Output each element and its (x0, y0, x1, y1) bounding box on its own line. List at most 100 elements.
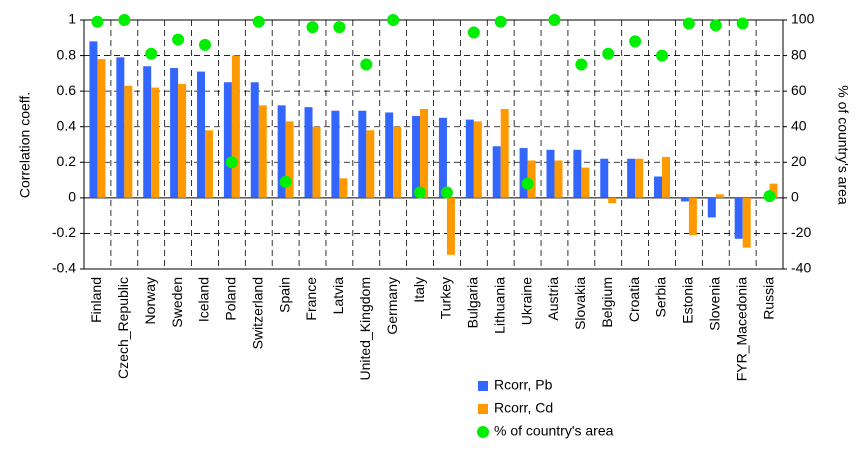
bar (339, 178, 348, 198)
bar (393, 126, 402, 198)
dot (118, 14, 131, 26)
x-tick-label: Slovakia (572, 277, 588, 330)
x-tick-label: FYR_Macedonia (733, 277, 749, 381)
y2-tick-label: 40 (791, 117, 807, 133)
y-tick-label: -0.2 (52, 224, 76, 240)
x-tick-label: Russia (760, 277, 776, 320)
bar (178, 84, 187, 198)
dot (602, 47, 615, 60)
dot (414, 186, 427, 199)
bar (654, 176, 663, 198)
bar (662, 156, 671, 198)
bar (304, 107, 313, 198)
dot (656, 49, 669, 62)
y2-tick-label: 60 (791, 82, 807, 98)
dot (521, 177, 534, 190)
y-tick-label: 0.2 (57, 153, 77, 169)
dot (387, 14, 400, 26)
bar (769, 183, 778, 198)
x-tick-label: Turkey (438, 277, 454, 319)
x-tick-label: Germany (384, 277, 400, 335)
bar (277, 105, 286, 198)
dot (709, 19, 722, 32)
bar (258, 105, 267, 198)
dot (440, 186, 453, 199)
x-tick-label: Bulgaria (465, 277, 481, 329)
bar (680, 197, 689, 202)
bar (554, 160, 563, 198)
x-tick-label: France (303, 277, 319, 321)
x-tick-label: Switzerland (249, 277, 265, 349)
dot (198, 38, 211, 51)
bar (742, 197, 751, 248)
dot (145, 47, 158, 60)
x-tick-label: Norway (142, 277, 158, 324)
bar (707, 197, 716, 218)
bar (492, 146, 501, 198)
x-tick-label: Estonia (680, 277, 696, 324)
bar (734, 197, 743, 239)
plot-frame (83, 19, 784, 270)
dot (360, 58, 373, 71)
x-tick-label: United_Kingdom (357, 277, 373, 381)
bar (366, 130, 375, 198)
x-tick-label: Lithuania (491, 277, 507, 334)
bar (519, 148, 528, 198)
y2-tick-label: 20 (791, 153, 807, 169)
y2-axis-label: % of country's area (835, 85, 851, 205)
dot (548, 14, 561, 26)
bar (715, 194, 724, 198)
legend-label: % of country's area (494, 423, 614, 439)
dot (575, 58, 588, 71)
bar (170, 68, 179, 198)
bar (581, 167, 590, 198)
bar (573, 149, 582, 198)
dot (306, 21, 319, 34)
dot (333, 21, 346, 34)
x-tick-label: Slovenia (706, 277, 722, 331)
y-tick-label: 0.8 (57, 46, 77, 62)
bar (600, 158, 609, 198)
x-tick-label: Belgium (599, 277, 615, 328)
bar (412, 116, 421, 198)
x-tick-label: Iceland (196, 277, 212, 322)
y-tick-label: 0.6 (57, 82, 77, 98)
legend-label: Rcorr, Pb (494, 377, 553, 393)
x-tick-label: Czech_Republic (115, 277, 131, 379)
bar (204, 130, 213, 198)
x-tick-label: Latvia (330, 277, 346, 315)
y-tick-label: -0.4 (52, 260, 76, 276)
dot (629, 35, 642, 48)
dot (494, 15, 507, 28)
x-tick-label: Finland (88, 277, 104, 323)
x-tick-label: Croatia (626, 277, 642, 322)
legend-swatch (477, 426, 489, 438)
x-tick-label: Spain (276, 277, 292, 313)
bar (116, 57, 125, 198)
bar (635, 158, 644, 198)
bar (312, 126, 321, 198)
dot (763, 190, 776, 203)
bar (97, 59, 106, 198)
bar (250, 82, 259, 198)
y-tick-label: 0 (68, 189, 76, 205)
y2-tick-label: 100 (791, 11, 815, 27)
bar (446, 197, 455, 255)
legend-swatch (478, 381, 488, 391)
x-tick-label: Italy (411, 277, 427, 303)
bar (151, 87, 160, 198)
bar (124, 85, 133, 198)
y-tick-label: 1 (68, 11, 76, 27)
bar (331, 110, 340, 198)
y-tick-label: 0.4 (57, 117, 77, 133)
y2-tick-label: 0 (791, 189, 799, 205)
dot (252, 15, 265, 28)
dot (225, 156, 238, 169)
bar (438, 117, 447, 198)
x-tick-label: Serbia (653, 277, 669, 318)
bar (358, 110, 367, 198)
bar (627, 158, 636, 198)
y-axis-label: Correlation coeff. (17, 92, 33, 198)
y2-tick-label: -20 (791, 224, 811, 240)
